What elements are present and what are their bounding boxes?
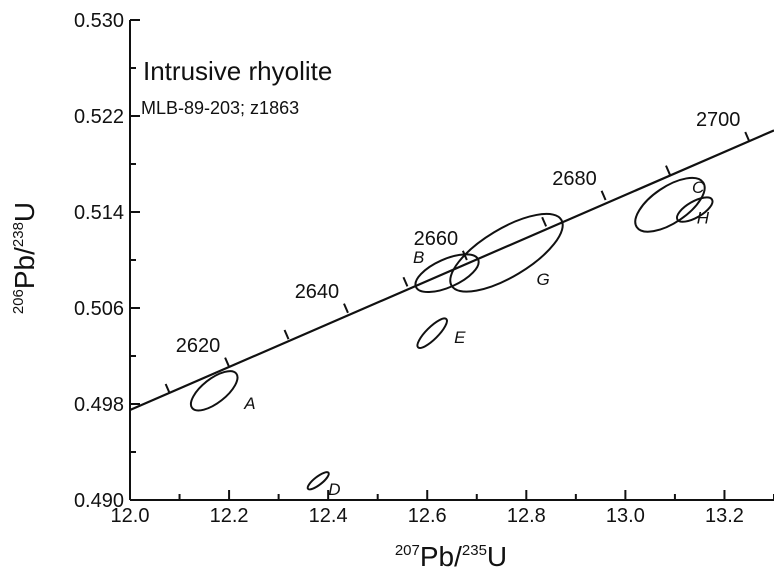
ellipse-label-H: H xyxy=(697,209,710,228)
ellipse-label-D: D xyxy=(328,480,340,499)
y-ticks: 0.490 0.498 0.506 0.514 0.522 0.530 xyxy=(74,10,140,512)
ellipse-label-B: B xyxy=(413,248,424,267)
y-axis-title-base: Pb/ xyxy=(9,247,40,289)
concordia-curve: 2620 2640 2660 2680 2700 xyxy=(129,109,774,412)
y-axis-title-tail: U xyxy=(9,202,40,222)
y-axis-title: 206Pb/238U xyxy=(9,202,40,314)
x-axis-title-sup1: 207 xyxy=(395,542,420,559)
x-tick-label: 13.0 xyxy=(606,505,645,527)
y-tick-label: 0.522 xyxy=(74,106,124,128)
ellipse-H xyxy=(675,196,714,223)
x-tick-label: 12.0 xyxy=(111,505,150,527)
analysis-ellipses: A B C D E G H xyxy=(189,176,714,499)
x-axis-title-sup2: 235 xyxy=(462,542,487,559)
x-axis-title: 207Pb/235U xyxy=(395,541,507,572)
x-tick-label: 13.2 xyxy=(705,505,744,527)
age-label-2680: 2680 xyxy=(552,168,597,190)
age-tick-2650 xyxy=(402,276,409,287)
age-label-2660: 2660 xyxy=(414,228,459,250)
ellipse-D xyxy=(306,471,330,491)
ellipse-E xyxy=(416,317,448,349)
age-tick-2700 xyxy=(744,131,751,142)
y-tick-label: 0.514 xyxy=(74,202,124,224)
chart-title: Intrusive rhyolite xyxy=(143,56,332,86)
y-tick-label: 0.530 xyxy=(74,10,124,32)
y-tick-label: 0.490 xyxy=(74,490,124,512)
ellipse-label-E: E xyxy=(454,328,466,347)
x-tick-label: 12.6 xyxy=(408,505,447,527)
y-axis-title-sup2: 238 xyxy=(10,222,27,247)
y-tick-label: 0.498 xyxy=(74,394,124,416)
x-ticks: 12.0 12.2 12.4 12.6 12.8 13.0 13.2 xyxy=(111,490,774,527)
axes xyxy=(129,20,774,501)
age-tick-2620 xyxy=(224,357,230,368)
x-tick-label: 12.8 xyxy=(507,505,546,527)
x-tick-label: 12.4 xyxy=(309,505,348,527)
x-axis-title-base: Pb/ xyxy=(420,541,462,572)
age-tick-2670 xyxy=(541,216,548,227)
ellipse-label-G: G xyxy=(536,270,549,289)
age-tick-2640 xyxy=(343,303,349,314)
y-axis-title-sup1: 206 xyxy=(10,289,27,314)
ellipse-A xyxy=(189,370,239,412)
age-label-2620: 2620 xyxy=(176,335,221,357)
age-tick-2630 xyxy=(283,329,290,340)
age-tick-2680 xyxy=(600,190,607,201)
concordia-line xyxy=(129,129,774,412)
ellipse-C xyxy=(634,176,706,233)
x-tick-label: 12.2 xyxy=(210,505,249,527)
x-axis-title-tail: U xyxy=(487,541,507,572)
ellipse-G xyxy=(449,212,564,293)
age-tick-2610 xyxy=(164,383,171,394)
y-tick-label: 0.506 xyxy=(74,298,124,320)
age-tick-2690 xyxy=(665,165,671,176)
age-label-2700: 2700 xyxy=(696,109,741,131)
ellipse-label-C: C xyxy=(692,178,705,197)
chart-subtitle: MLB-89-203; z1863 xyxy=(141,98,299,118)
ellipse-label-A: A xyxy=(243,394,255,413)
age-label-2640: 2640 xyxy=(295,281,340,303)
